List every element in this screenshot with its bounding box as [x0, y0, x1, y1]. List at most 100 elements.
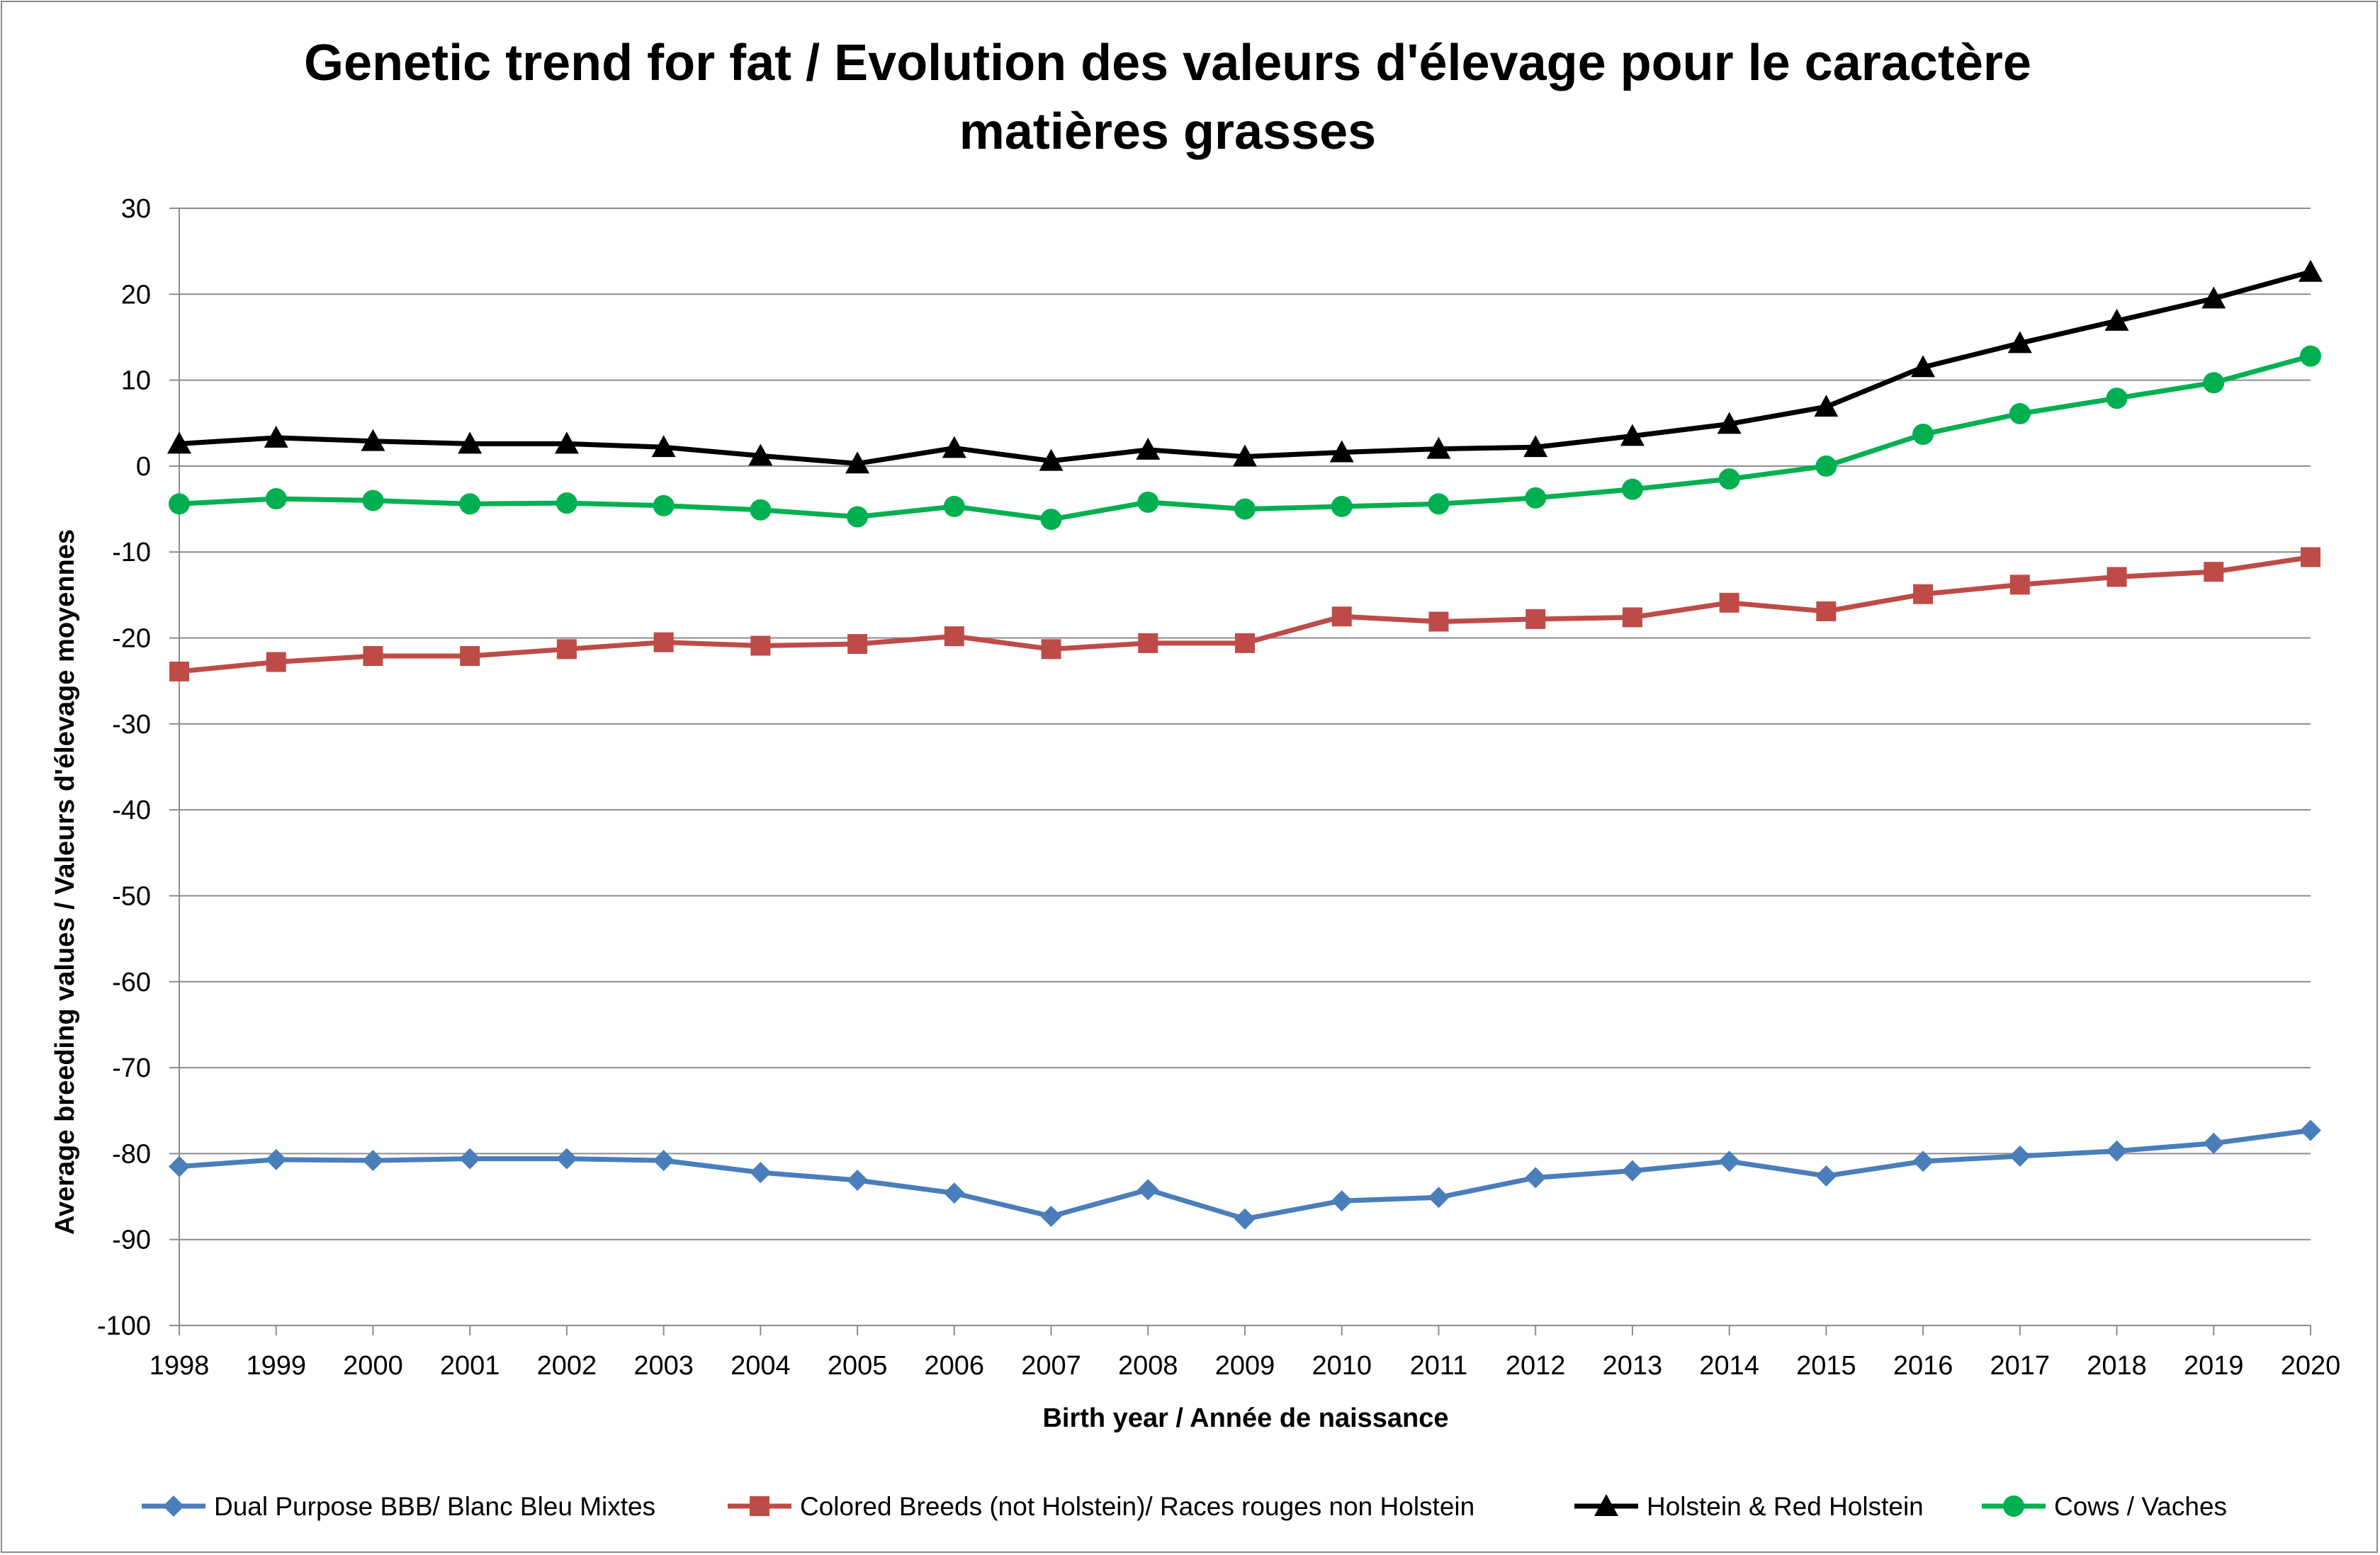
data-point [653, 1150, 675, 1172]
data-point [1719, 592, 1739, 613]
x-tick-label: 2007 [1021, 1351, 1081, 1381]
legend-item-0: Dual Purpose BBB/ Blanc Bleu Mixtes [142, 1492, 655, 1521]
data-point [1620, 424, 1645, 446]
series-group [167, 259, 2323, 1230]
x-axis-ticks: 1998 1999 2000 2001 2002 2003 2004 2005 2006 2007… [150, 1325, 2341, 1381]
y-tick-label: -80 [112, 1139, 151, 1169]
data-point [362, 490, 384, 511]
data-point [1137, 491, 1159, 513]
y-tick-label: 0 [136, 452, 151, 482]
y-axis-label: Average breeding values / Valeurs d'élev… [50, 529, 80, 1235]
y-tick-label: -60 [112, 968, 151, 997]
x-tick-label: 1998 [150, 1351, 210, 1381]
data-point [1912, 424, 1934, 446]
data-point [1234, 498, 1256, 520]
data-point [944, 626, 964, 647]
legend-label: Cows / Vaches [2054, 1492, 2227, 1521]
y-tick-label: -100 [97, 1311, 151, 1341]
data-point [2201, 286, 2226, 309]
data-point [750, 1162, 772, 1184]
legend-swatch-marker [2003, 1495, 2024, 1517]
data-point [2203, 372, 2225, 394]
data-point [2009, 1146, 2031, 1167]
data-point [2007, 331, 2032, 354]
data-point [1138, 633, 1158, 653]
legend: Dual Purpose BBB/ Blanc Bleu Mixtes Color… [142, 1492, 2227, 1521]
data-point [1525, 487, 1547, 509]
data-point [2106, 1140, 2128, 1162]
data-point [169, 661, 189, 682]
series-2 [167, 259, 2323, 474]
data-point [1718, 468, 1740, 490]
series-1 [169, 547, 2320, 682]
data-point [2106, 388, 2128, 409]
data-point [1329, 440, 1354, 463]
data-point [847, 1169, 869, 1191]
data-point [1525, 609, 1546, 629]
data-point [1912, 1150, 1934, 1172]
x-tick-label: 2020 [2281, 1351, 2341, 1381]
data-point [1331, 1190, 1353, 1212]
data-point [1815, 1165, 1837, 1187]
legend-item-3: Cows / Vaches [1982, 1492, 2227, 1521]
data-point [1911, 355, 1936, 378]
data-point [1717, 412, 1742, 434]
data-point [943, 495, 965, 517]
legend-label: Dual Purpose BBB/ Blanc Bleu Mixtes [214, 1492, 655, 1521]
x-tick-label: 2008 [1118, 1351, 1178, 1381]
x-tick-label: 2019 [2184, 1351, 2244, 1381]
x-tick-label: 2017 [1990, 1351, 2051, 1381]
data-point [847, 634, 868, 655]
x-tick-label: 2015 [1796, 1351, 1856, 1381]
x-tick-label: 2013 [1603, 1351, 1663, 1381]
legend-item-2: Holstein & Red Holstein [1574, 1492, 1924, 1521]
x-tick-label: 2010 [1312, 1351, 1372, 1381]
data-point [460, 646, 480, 667]
x-tick-label: 2011 [1410, 1351, 1468, 1381]
x-tick-label: 2014 [1699, 1351, 1759, 1381]
data-point [2299, 259, 2323, 282]
series-line [179, 555, 2311, 674]
data-point [943, 1182, 965, 1204]
data-point [748, 443, 773, 466]
data-point [361, 429, 385, 451]
data-point [2301, 547, 2320, 567]
data-point [1428, 611, 1449, 632]
data-point [651, 435, 676, 458]
data-point [2204, 562, 2224, 582]
data-point [1041, 639, 1061, 660]
y-tick-label: -70 [112, 1053, 151, 1083]
data-point [1426, 436, 1451, 459]
y-tick-label: 10 [121, 366, 151, 396]
x-tick-label: 2003 [633, 1351, 694, 1381]
y-tick-label: -20 [112, 624, 151, 654]
data-point [265, 488, 287, 510]
y-tick-label: -50 [112, 881, 151, 911]
y-tick-label: -30 [112, 710, 151, 740]
y-tick-label: -40 [112, 796, 151, 825]
data-point [265, 1148, 287, 1170]
x-tick-label: 2005 [828, 1351, 888, 1381]
data-point [1718, 1150, 1740, 1172]
data-point [169, 1155, 190, 1177]
data-point [459, 493, 481, 515]
x-tick-label: 2018 [2087, 1351, 2147, 1381]
data-point [555, 492, 577, 514]
data-point [1137, 1179, 1159, 1201]
series-0 [169, 1119, 2321, 1230]
axes [179, 208, 2311, 1326]
data-point [1234, 1208, 1256, 1230]
data-point [1039, 448, 1064, 471]
data-point [1816, 601, 1837, 621]
data-point [362, 1150, 384, 1172]
data-point [1428, 493, 1450, 515]
x-tick-label: 2001 [440, 1351, 500, 1381]
data-point [555, 1148, 577, 1170]
data-point [1622, 607, 1642, 628]
data-point [1621, 478, 1643, 500]
data-point [1428, 1187, 1450, 1209]
x-tick-label: 2006 [925, 1351, 985, 1381]
y-tick-label: 20 [121, 280, 151, 310]
data-point [942, 436, 966, 458]
